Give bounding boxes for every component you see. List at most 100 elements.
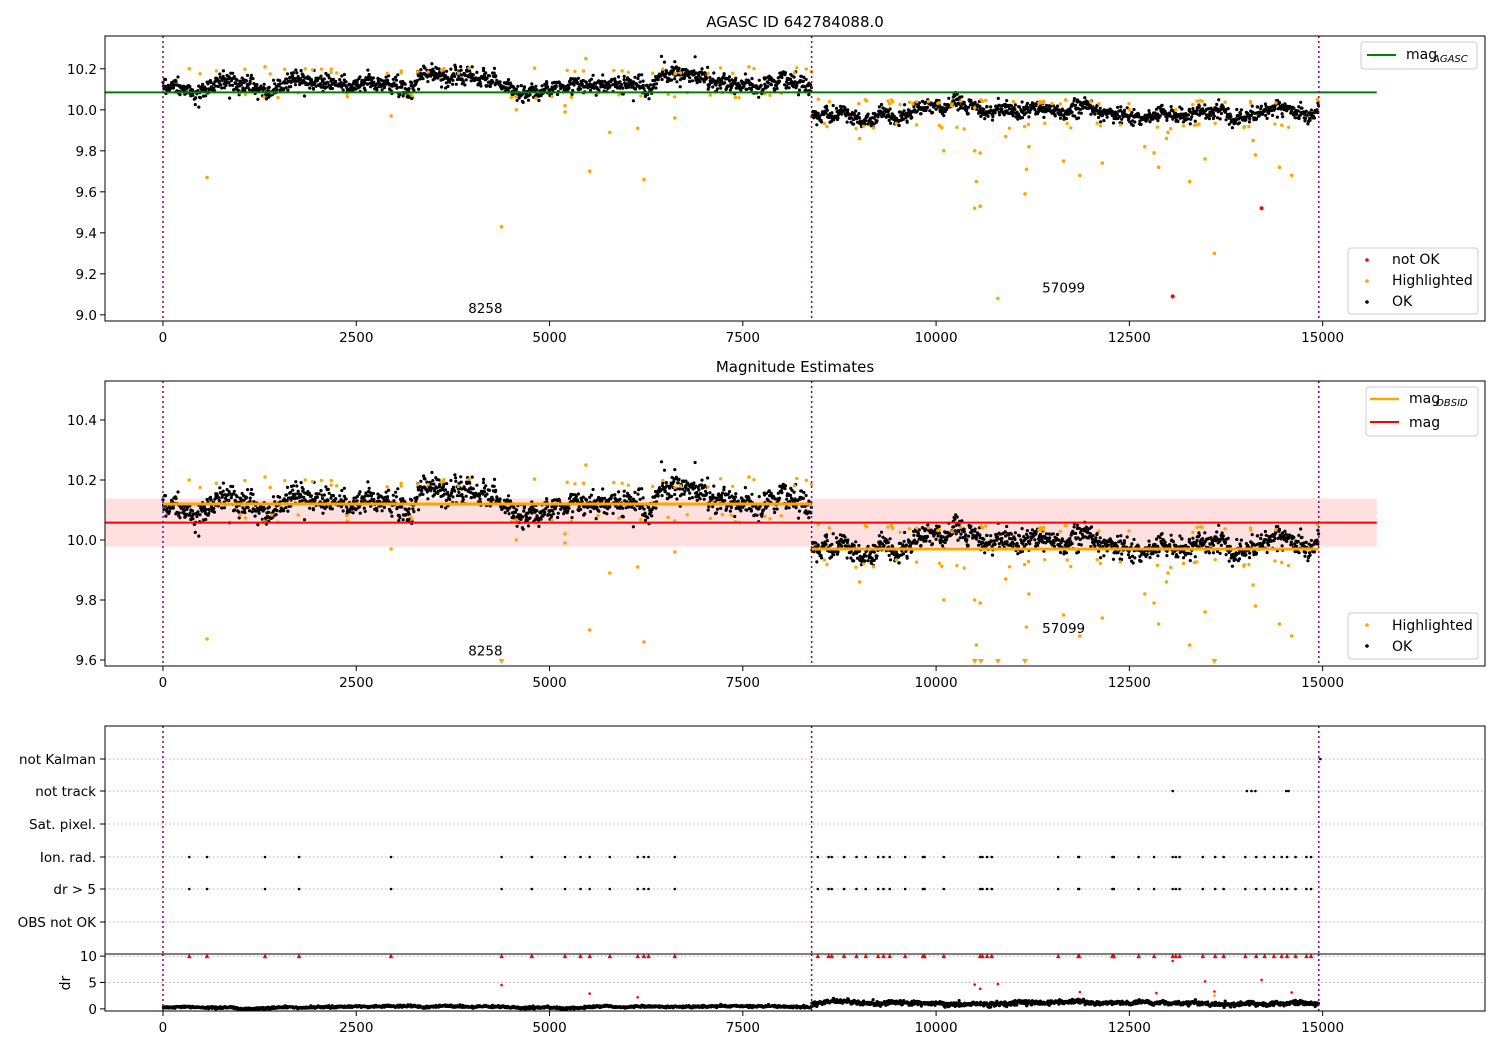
ok-point: [958, 536, 962, 540]
ok-point: [897, 123, 901, 128]
highlighted-point: [822, 121, 827, 126]
ok-point: [482, 490, 487, 494]
highlighted-point: [1011, 99, 1016, 104]
highlighted-point: [514, 94, 518, 98]
ok-point: [228, 96, 232, 100]
ok-point: [248, 79, 252, 83]
obs-boundaries: [162, 36, 1320, 321]
ok-point: [1079, 543, 1083, 547]
ok-point: [445, 482, 449, 486]
ok-point: [654, 82, 659, 86]
ok-point: [834, 536, 839, 540]
ok-point: [263, 87, 267, 91]
highlighted-point: [1251, 138, 1255, 143]
ok-point: [1116, 551, 1120, 555]
ok-point: [750, 492, 754, 496]
ok-point: [400, 505, 404, 509]
ok-point: [162, 507, 166, 511]
ok-point: [208, 87, 212, 92]
ok-point: [622, 74, 626, 78]
ok-point: [772, 87, 776, 91]
ok-point: [1093, 544, 1097, 548]
ok-point: [375, 88, 379, 92]
ok-point: [521, 527, 525, 531]
ok-point: [255, 83, 259, 87]
ok-point: [831, 532, 835, 536]
ok-point: [715, 507, 720, 511]
ok-point: [469, 79, 473, 83]
ok-point: [451, 78, 455, 82]
highlighted-point: [980, 99, 985, 104]
highlighted-point: [747, 65, 751, 69]
ok-point: [1061, 108, 1065, 112]
ok-point: [530, 82, 534, 86]
highlighted-point: [1027, 144, 1031, 149]
ok-point: [747, 496, 751, 500]
ok-point: [423, 477, 427, 481]
ok-point: [887, 118, 891, 122]
ok-point: [796, 93, 801, 97]
panel-agasc: AGASC ID 642784088.0 8258 57099 0 2500 500…: [67, 13, 1486, 346]
ok-point: [334, 79, 338, 84]
ok-point: [320, 79, 325, 83]
highlighted-point: [1152, 151, 1156, 155]
ok-point: [700, 478, 704, 482]
ok-point: [221, 74, 225, 78]
highlighted-point: [984, 98, 988, 103]
ok-point: [989, 109, 993, 113]
ok-point: [398, 92, 402, 97]
x-tick-label: 5000: [532, 330, 566, 346]
ok-point: [460, 493, 464, 497]
ok-point: [1119, 105, 1123, 109]
ok-point: [785, 497, 789, 501]
ok-point: [464, 78, 468, 82]
ok-point: [930, 110, 935, 115]
ok-point: [248, 496, 252, 500]
ok-point: [919, 112, 923, 116]
ok-point: [164, 514, 168, 518]
ok-point: [852, 122, 856, 126]
ok-point: [959, 532, 963, 536]
y-tick-label: 9.8: [76, 144, 97, 160]
ok-point: [624, 86, 628, 90]
ok-point: [537, 524, 541, 529]
ok-point: [309, 78, 313, 82]
ok-point: [1130, 110, 1134, 115]
ok-point: [967, 534, 971, 538]
ok-point: [191, 93, 195, 97]
ok-point: [947, 96, 951, 100]
highlighted-point: [962, 127, 966, 131]
ok-point: [285, 72, 290, 76]
ok-point: [665, 71, 669, 75]
ok-point: [387, 74, 391, 78]
highlighted-point: [708, 93, 712, 97]
ok-point: [420, 489, 424, 493]
ok-point: [291, 71, 296, 75]
ok-point: [449, 67, 453, 71]
ok-point: [311, 87, 316, 91]
ok-point: [955, 515, 959, 519]
ok-point: [675, 497, 679, 501]
ok-point: [654, 506, 658, 510]
ok-point: [787, 86, 791, 90]
ok-point: [1016, 544, 1021, 548]
ok-point: [670, 78, 674, 82]
ok-point: [1012, 111, 1016, 115]
ok-point: [925, 105, 930, 109]
ok-point: [733, 495, 738, 499]
highlighted-point: [268, 72, 272, 76]
ok-point: [453, 473, 457, 477]
ok-point: [784, 506, 788, 510]
ok-point: [1070, 110, 1074, 114]
ok-point: [723, 499, 727, 503]
ok-point: [190, 509, 195, 513]
highlighted-point: [1169, 126, 1173, 131]
ok-point: [579, 87, 583, 91]
ok-point: [246, 505, 250, 510]
ok-point: [904, 543, 909, 547]
ok-point: [309, 494, 313, 498]
ok-point: [571, 510, 575, 514]
ok-point: [618, 80, 622, 84]
ok-point: [453, 489, 457, 493]
ok-point: [197, 84, 201, 88]
